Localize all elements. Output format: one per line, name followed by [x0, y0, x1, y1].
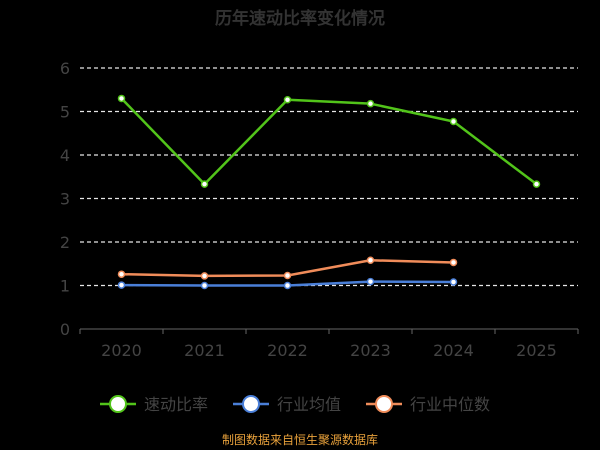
- data-point[interactable]: [449, 117, 458, 126]
- data-point[interactable]: [283, 271, 292, 280]
- y-tick-label: 2: [60, 233, 70, 252]
- data-point[interactable]: [449, 278, 458, 286]
- data-point[interactable]: [366, 99, 375, 108]
- series-2: [117, 256, 458, 280]
- y-tick-label: 6: [60, 59, 70, 78]
- data-point[interactable]: [200, 272, 209, 280]
- legend-marker: [242, 395, 260, 413]
- source-note: 制图数据来自恒生聚源数据库: [222, 432, 378, 447]
- chart-title: 历年速动比率变化情况: [215, 8, 385, 29]
- x-tick-label: 2024: [433, 341, 474, 360]
- y-tick-label: 1: [60, 277, 70, 296]
- data-point[interactable]: [200, 180, 209, 188]
- data-point[interactable]: [283, 96, 292, 104]
- x-tick-label: 2025: [516, 341, 557, 360]
- legend: 速动比率 行业均值 行业中位数: [100, 395, 490, 414]
- axes: 0 1 2 3 4 5 6 2020 2021 2022 2023 2024 2025: [60, 59, 579, 360]
- data-point[interactable]: [117, 270, 126, 278]
- legend-label: 行业均值: [277, 395, 341, 414]
- x-tick-label: 2020: [101, 341, 142, 360]
- series-0: [117, 94, 541, 188]
- series-lines: [117, 94, 541, 290]
- series-1: [117, 277, 458, 290]
- x-tick-label: 2021: [184, 341, 225, 360]
- legend-marker: [375, 395, 393, 413]
- legend-label: 行业中位数: [410, 395, 490, 414]
- series-line: [120, 97, 538, 186]
- x-tick-label: 2023: [350, 341, 391, 360]
- legend-item[interactable]: 行业均值: [233, 395, 341, 414]
- data-point[interactable]: [117, 94, 126, 103]
- data-point[interactable]: [532, 180, 541, 188]
- legend-item[interactable]: 速动比率: [100, 395, 208, 414]
- legend-item[interactable]: 行业中位数: [366, 395, 490, 414]
- x-tick-label: 2022: [267, 341, 308, 360]
- y-tick-label: 0: [60, 320, 70, 339]
- y-tick-label: 4: [60, 146, 70, 165]
- grid-lines: [80, 67, 578, 287]
- data-point[interactable]: [117, 281, 126, 289]
- legend-marker: [109, 395, 127, 413]
- data-point[interactable]: [200, 281, 209, 290]
- data-point[interactable]: [449, 258, 458, 267]
- data-point[interactable]: [366, 277, 375, 286]
- data-point[interactable]: [283, 281, 292, 290]
- data-point[interactable]: [366, 256, 375, 265]
- y-tick-label: 5: [60, 103, 70, 122]
- y-tick-label: 3: [60, 190, 70, 209]
- legend-label: 速动比率: [144, 395, 208, 414]
